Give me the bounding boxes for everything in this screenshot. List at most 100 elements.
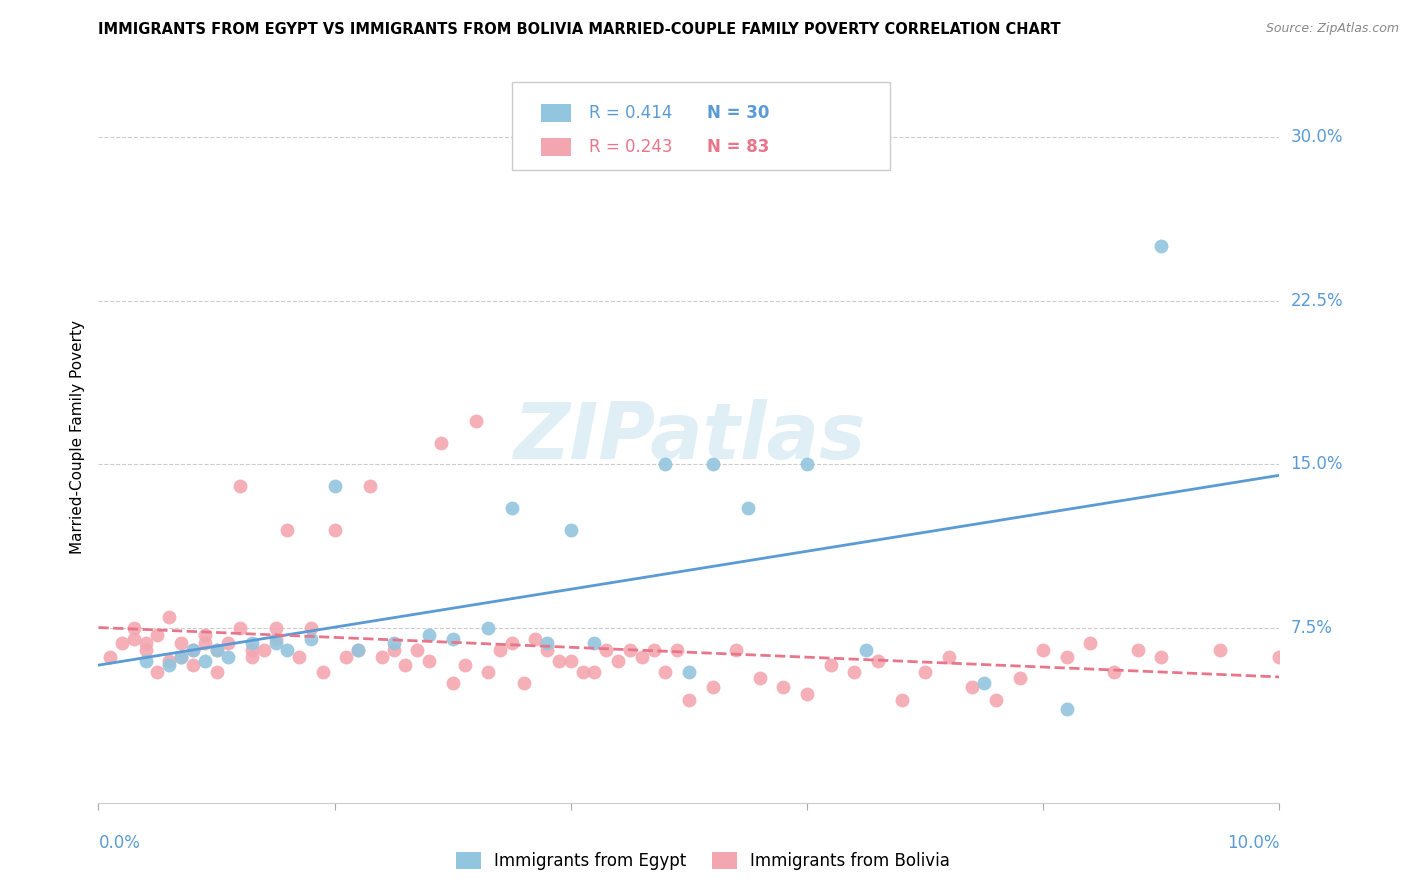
Point — [157, 610, 180, 624]
Point — [135, 636, 157, 650]
Point — [347, 643, 370, 657]
Text: 0.0%: 0.0% — [98, 834, 141, 852]
Point — [170, 636, 193, 650]
Point — [1150, 239, 1173, 253]
Point — [501, 501, 523, 516]
Point — [276, 643, 298, 657]
Point — [619, 643, 641, 657]
Point — [194, 654, 217, 668]
Point — [748, 671, 770, 685]
Point — [1056, 702, 1078, 716]
Point — [217, 636, 239, 650]
Point — [1102, 665, 1125, 679]
Point — [477, 621, 499, 635]
FancyBboxPatch shape — [512, 82, 890, 170]
Point — [240, 643, 263, 657]
Point — [725, 643, 748, 657]
Point — [264, 621, 287, 635]
Point — [441, 632, 464, 646]
Point — [111, 636, 134, 650]
Point — [1209, 643, 1232, 657]
Point — [512, 675, 534, 690]
Point — [630, 649, 652, 664]
Point — [453, 658, 475, 673]
Point — [181, 658, 204, 673]
Point — [194, 628, 217, 642]
Point — [1080, 636, 1102, 650]
Point — [299, 621, 322, 635]
Point — [962, 680, 984, 694]
Text: R = 0.414: R = 0.414 — [589, 104, 672, 122]
Point — [984, 693, 1007, 707]
Point — [489, 643, 512, 657]
Point — [772, 680, 794, 694]
Point — [465, 414, 488, 428]
Point — [382, 636, 405, 650]
Point — [229, 479, 252, 493]
Point — [844, 665, 866, 679]
Point — [583, 665, 606, 679]
Point — [702, 458, 724, 472]
Point — [855, 643, 877, 657]
Point — [524, 632, 547, 646]
Text: N = 83: N = 83 — [707, 137, 769, 156]
Point — [890, 693, 912, 707]
Point — [359, 479, 381, 493]
Point — [181, 643, 204, 657]
Point — [654, 458, 676, 472]
Point — [217, 649, 239, 664]
Point — [1032, 643, 1054, 657]
Point — [560, 523, 582, 537]
Point — [382, 643, 405, 657]
Point — [253, 643, 276, 657]
Point — [536, 636, 558, 650]
Point — [299, 632, 322, 646]
FancyBboxPatch shape — [541, 103, 571, 122]
Point — [796, 687, 818, 701]
Text: 7.5%: 7.5% — [1291, 619, 1333, 637]
Point — [98, 649, 121, 664]
Text: N = 30: N = 30 — [707, 104, 769, 122]
Point — [737, 501, 759, 516]
Point — [914, 665, 936, 679]
Point — [371, 649, 394, 664]
Point — [157, 658, 180, 673]
Point — [973, 675, 995, 690]
Point — [264, 632, 287, 646]
Point — [1126, 643, 1149, 657]
Point — [135, 654, 157, 668]
Point — [205, 643, 228, 657]
Point — [796, 458, 818, 472]
Point — [229, 621, 252, 635]
Point — [583, 636, 606, 650]
Point — [571, 665, 593, 679]
Point — [595, 643, 617, 657]
Text: 10.0%: 10.0% — [1227, 834, 1279, 852]
Point — [205, 665, 228, 679]
Point — [181, 643, 204, 657]
Point — [323, 523, 346, 537]
Point — [205, 643, 228, 657]
Point — [264, 636, 287, 650]
Point — [702, 680, 724, 694]
Point — [820, 658, 842, 673]
Point — [678, 693, 700, 707]
Point — [146, 628, 169, 642]
Point — [430, 435, 453, 450]
Point — [477, 665, 499, 679]
Point — [1056, 649, 1078, 664]
Point — [501, 636, 523, 650]
Text: IMMIGRANTS FROM EGYPT VS IMMIGRANTS FROM BOLIVIA MARRIED-COUPLE FAMILY POVERTY C: IMMIGRANTS FROM EGYPT VS IMMIGRANTS FROM… — [98, 22, 1062, 37]
Point — [607, 654, 630, 668]
Point — [548, 654, 571, 668]
Point — [146, 665, 169, 679]
Point — [170, 649, 193, 664]
Point — [441, 675, 464, 690]
Point — [406, 643, 429, 657]
Point — [536, 643, 558, 657]
Text: 30.0%: 30.0% — [1291, 128, 1343, 146]
Point — [276, 523, 298, 537]
Point — [938, 649, 960, 664]
Point — [288, 649, 311, 664]
Point — [1268, 649, 1291, 664]
